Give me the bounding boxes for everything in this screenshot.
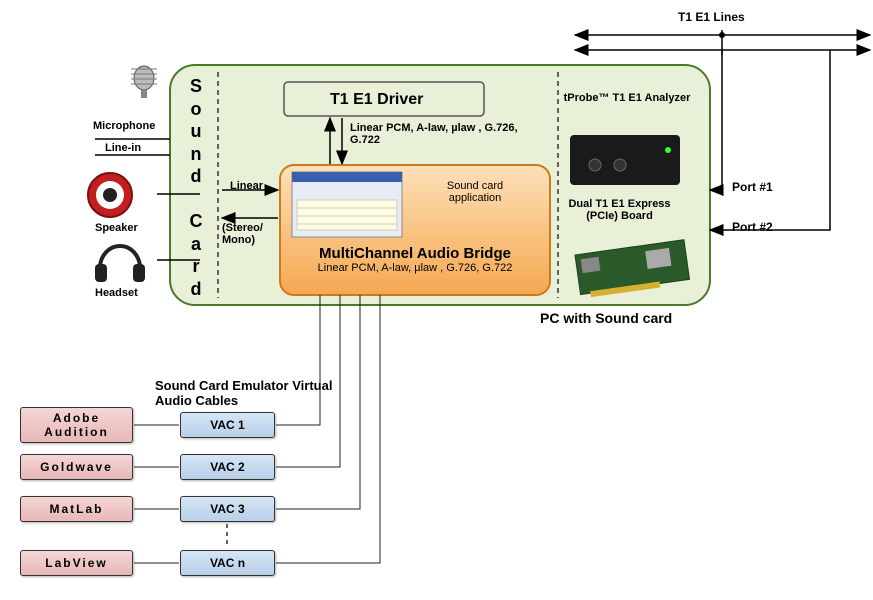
- pc-caption: PC with Sound card: [540, 310, 672, 326]
- app-label: Sound card application: [420, 180, 530, 204]
- app-goldwave: Goldwave: [20, 454, 133, 480]
- tprobe-label: tProbe™ T1 E1 Analyzer: [562, 92, 692, 104]
- t1e1-lines-label: T1 E1 Lines: [678, 10, 745, 24]
- vac-n: VAC n: [180, 550, 275, 576]
- bridge-sub: Linear PCM, A-law, µlaw , G.726, G.722: [298, 262, 532, 274]
- app-matlab: MatLab: [20, 496, 133, 522]
- emulator-title: Sound Card Emulator Virtual Audio Cables: [155, 378, 345, 408]
- linear-label: Linear: [230, 180, 263, 192]
- driver-codec-label: Linear PCM, A-law, µlaw , G.726, G.722: [350, 122, 520, 146]
- port2-label: Port #2: [732, 220, 773, 234]
- app-labview: LabView: [20, 550, 133, 576]
- vac-2: VAC 2: [180, 454, 275, 480]
- headset-label: Headset: [95, 287, 138, 299]
- speaker-label: Speaker: [95, 222, 138, 234]
- port1-label: Port #1: [732, 180, 773, 194]
- microphone-label: Microphone: [93, 120, 155, 132]
- linein-label: Line-in: [105, 142, 141, 154]
- dual-board-label: Dual T1 E1 Express (PCIe) Board: [562, 198, 677, 222]
- t1e1-driver-label: T1 E1 Driver: [330, 91, 423, 109]
- vac-1: VAC 1: [180, 412, 275, 438]
- app-adobe: Adobe Audition: [20, 407, 133, 443]
- stereo-mono-label: (Stereo/ Mono): [222, 222, 272, 246]
- vac-3: VAC 3: [180, 496, 275, 522]
- bridge-title: MultiChannel Audio Bridge: [300, 245, 530, 262]
- sound-card-vertical: SoundCard: [186, 75, 206, 300]
